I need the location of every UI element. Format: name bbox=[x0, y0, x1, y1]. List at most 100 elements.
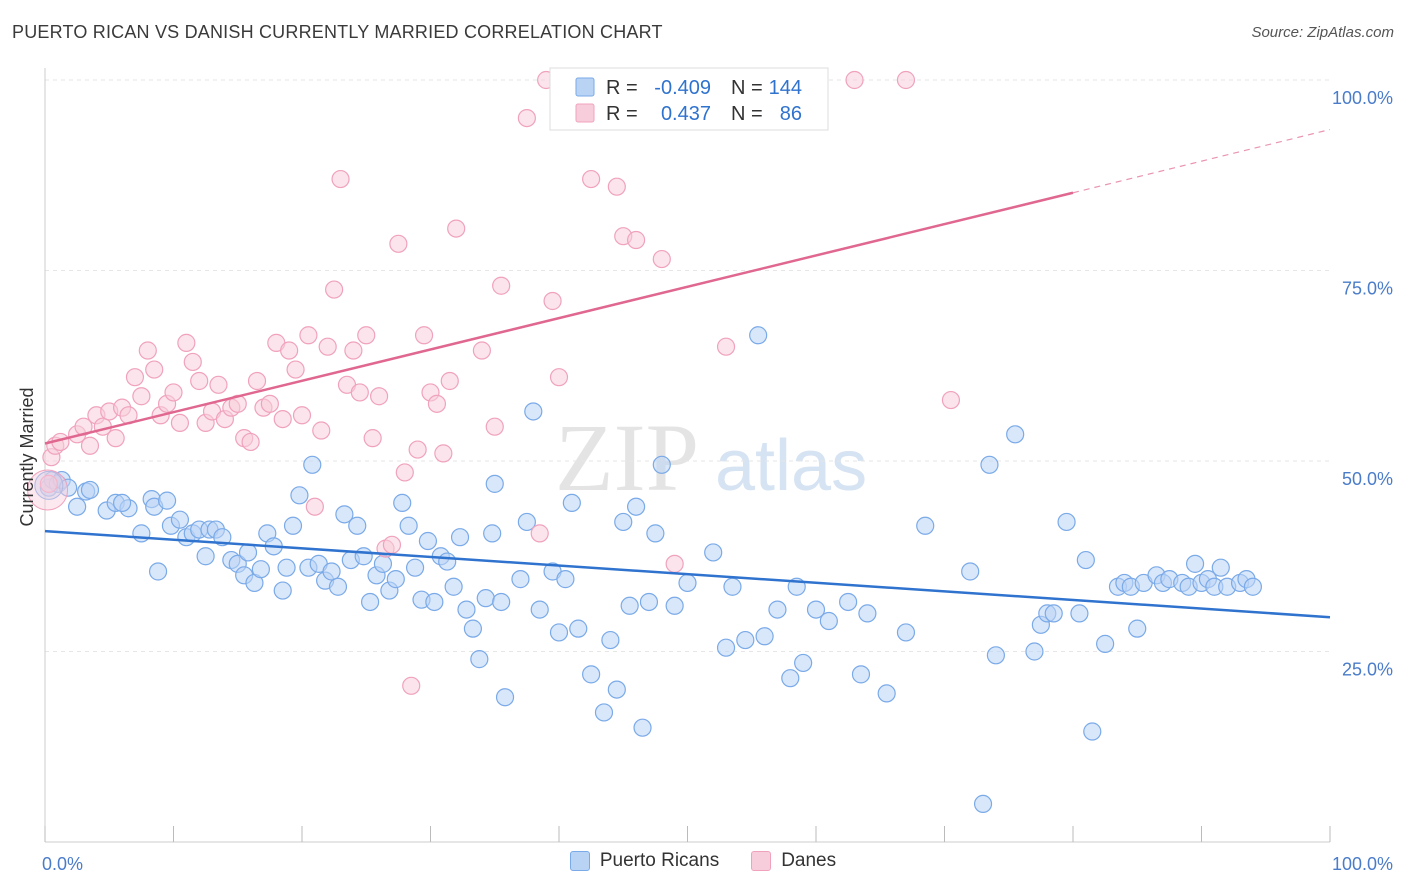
trend-line-danes bbox=[44, 191, 1074, 445]
data-point bbox=[157, 491, 177, 510]
data-point bbox=[549, 368, 569, 387]
danes-points bbox=[27, 70, 961, 695]
data-point bbox=[170, 413, 190, 432]
data-point bbox=[1025, 642, 1044, 661]
data-point bbox=[27, 469, 69, 511]
y-tick-label: 75.0% bbox=[1342, 279, 1393, 299]
data-point bbox=[839, 592, 858, 612]
data-point bbox=[620, 596, 639, 615]
data-point bbox=[418, 531, 438, 551]
trend-line-puerto-ricans bbox=[44, 529, 1331, 619]
data-point bbox=[549, 623, 569, 642]
data-point bbox=[607, 177, 626, 196]
data-point bbox=[530, 600, 549, 619]
data-point bbox=[652, 455, 671, 474]
data-point bbox=[438, 552, 457, 571]
data-point bbox=[806, 600, 826, 619]
data-point bbox=[1083, 722, 1102, 741]
legend-swatch-dk bbox=[751, 851, 772, 871]
data-point bbox=[562, 493, 581, 513]
data-point bbox=[389, 234, 408, 253]
legend-label-dk: Danes bbox=[781, 850, 837, 871]
source-label: Source: ZipAtlas.com bbox=[1251, 24, 1394, 41]
data-point bbox=[444, 577, 463, 596]
data-point bbox=[594, 703, 614, 722]
watermark-atlas: atlas bbox=[715, 426, 867, 506]
data-point bbox=[399, 516, 418, 535]
watermark-zip: ZIP bbox=[555, 404, 699, 511]
series-legend: Puerto Ricans Danes bbox=[0, 850, 1406, 872]
stats-legend: R = -0.409 N = 144 R = 0.437 N = 86 bbox=[549, 67, 829, 131]
data-point bbox=[290, 486, 309, 505]
data-point bbox=[125, 368, 145, 387]
watermark: ZIP atlas bbox=[555, 404, 867, 511]
data-point bbox=[386, 570, 405, 589]
data-point bbox=[607, 680, 626, 699]
puerto-ricans-points bbox=[34, 326, 1263, 814]
data-point bbox=[427, 394, 447, 413]
data-point bbox=[495, 688, 515, 707]
data-point bbox=[639, 592, 659, 612]
data-point bbox=[517, 108, 536, 128]
data-point bbox=[273, 581, 292, 600]
data-point bbox=[1128, 619, 1147, 638]
data-point bbox=[177, 333, 196, 352]
data-point bbox=[183, 352, 202, 372]
legend-n-value-1: 144 bbox=[769, 77, 802, 99]
data-point bbox=[646, 524, 665, 543]
data-point bbox=[286, 360, 305, 379]
data-point bbox=[370, 387, 389, 406]
data-point bbox=[447, 219, 466, 238]
legend-swatch-puerto-ricans bbox=[575, 77, 595, 97]
legend-swatch-danes bbox=[575, 103, 595, 123]
data-point bbox=[335, 505, 354, 524]
data-point bbox=[492, 276, 511, 295]
data-point bbox=[328, 577, 348, 596]
data-point bbox=[283, 516, 303, 535]
data-point bbox=[472, 341, 491, 360]
data-point bbox=[1096, 634, 1115, 653]
data-point bbox=[678, 573, 697, 593]
data-point bbox=[569, 619, 588, 638]
data-point bbox=[434, 444, 453, 463]
data-point bbox=[145, 360, 164, 379]
data-point bbox=[851, 665, 871, 684]
data-point bbox=[858, 604, 877, 623]
data-point bbox=[626, 497, 646, 516]
data-point bbox=[132, 387, 151, 406]
data-point bbox=[665, 554, 684, 573]
data-point bbox=[348, 516, 367, 535]
data-point bbox=[440, 371, 459, 391]
data-point bbox=[524, 402, 543, 421]
data-point bbox=[485, 417, 504, 436]
legend-n-label-1: N = bbox=[731, 77, 763, 99]
data-point bbox=[483, 524, 502, 543]
data-point bbox=[382, 535, 402, 554]
data-point bbox=[626, 230, 646, 250]
data-point bbox=[363, 429, 382, 448]
data-point bbox=[768, 600, 787, 619]
legend-r-value-1: -0.409 bbox=[654, 77, 711, 99]
data-point bbox=[39, 474, 58, 493]
data-point bbox=[1006, 425, 1025, 444]
data-point bbox=[633, 718, 652, 737]
data-point bbox=[704, 543, 723, 562]
data-point bbox=[241, 432, 260, 452]
data-point bbox=[196, 547, 215, 566]
data-point bbox=[132, 524, 151, 543]
legend-label-pr: Puerto Ricans bbox=[599, 850, 720, 871]
data-point bbox=[59, 478, 78, 497]
data-point bbox=[408, 440, 427, 459]
data-point bbox=[517, 512, 536, 532]
data-point bbox=[665, 596, 684, 615]
data-point bbox=[1185, 554, 1205, 573]
data-point bbox=[80, 436, 100, 455]
data-point bbox=[393, 493, 412, 513]
data-point bbox=[373, 554, 393, 573]
data-point bbox=[414, 326, 434, 345]
data-point bbox=[325, 280, 344, 299]
data-point bbox=[781, 669, 800, 688]
data-point bbox=[582, 169, 601, 189]
data-point bbox=[916, 516, 935, 535]
data-point bbox=[463, 619, 483, 638]
